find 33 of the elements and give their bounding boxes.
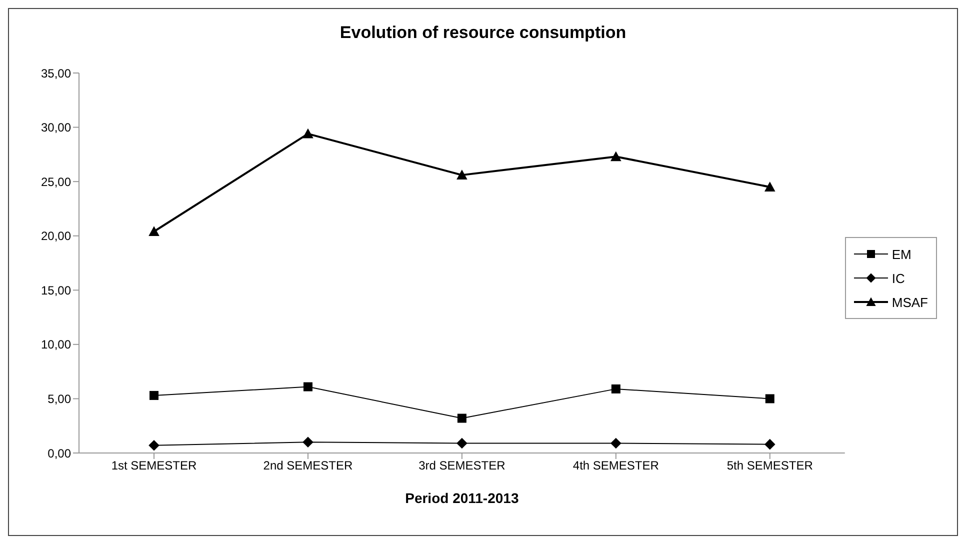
point	[150, 390, 158, 400]
point	[456, 438, 468, 449]
y-tick-label: 25,00	[40, 174, 72, 189]
y-tick-label: 10,00	[40, 338, 72, 352]
point	[456, 170, 468, 180]
y-tick-label: 20,00	[40, 229, 72, 244]
y-tick-label: 0,00	[48, 446, 72, 460]
y-tick-label: 35,00	[40, 66, 72, 80]
point	[764, 182, 776, 192]
point	[302, 436, 314, 448]
x-tick-label: 5th SEMESTER	[726, 458, 814, 473]
point	[148, 226, 160, 236]
point	[302, 128, 314, 138]
point	[457, 414, 466, 423]
legend-label: IC	[892, 270, 905, 286]
point	[610, 438, 622, 449]
chart-title: Evolution of resource consumption	[338, 23, 628, 43]
x-tick-label: 3rd SEMESTER	[418, 458, 506, 473]
y-tick-label: 5,00	[48, 392, 72, 406]
point	[148, 440, 160, 451]
point	[610, 151, 622, 162]
x-axis-title: Period 2011-2013	[405, 490, 519, 506]
point	[765, 394, 774, 404]
x-tick-label: 2nd SEMESTER	[263, 458, 353, 473]
legend-label: MSAF	[892, 294, 928, 310]
point	[611, 384, 620, 394]
legend-label: EM	[892, 246, 912, 262]
x-tick-label: 1st SEMESTER	[111, 458, 198, 473]
point	[764, 438, 776, 450]
x-tick-label: 4th SEMESTER	[572, 458, 660, 473]
y-tick-label: 30,00	[40, 120, 72, 135]
point	[303, 382, 312, 392]
y-tick-label: 15,00	[40, 283, 72, 298]
